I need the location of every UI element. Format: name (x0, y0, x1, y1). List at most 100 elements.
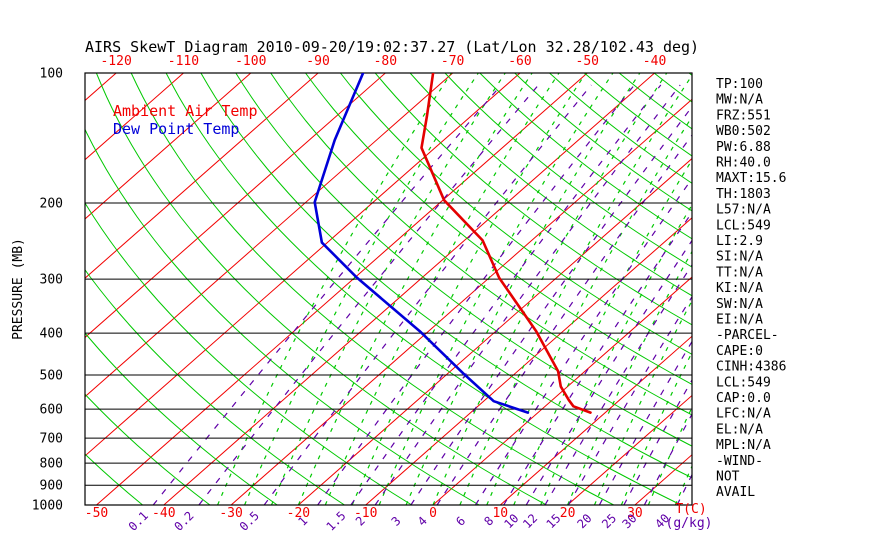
mixing-ratio-line (263, 84, 592, 505)
bottom-axis-tick-label: 0 (429, 506, 437, 521)
mixing-ratio-lines-group (152, 84, 692, 505)
pressure-tick-label: 100 (40, 67, 63, 82)
mixing-ratio-tick-label: 1.5 (323, 509, 348, 534)
stats-line: LCL:549 (716, 218, 771, 233)
mixing-ratio-tick-label: 25 (599, 511, 619, 531)
stats-line: LFC:N/A (716, 407, 771, 422)
mixing-ratio-line (567, 295, 692, 505)
isotherm-line (567, 394, 692, 505)
mixing-ratio-line (436, 134, 692, 505)
dry-adiabat-line (305, 73, 692, 385)
dry-adiabat-line (130, 73, 614, 505)
stats-line: TT:N/A (716, 265, 763, 280)
dry-adiabat-line (85, 128, 480, 505)
stats-line: MAXT:15.6 (716, 171, 786, 186)
dry-adiabat-line (95, 73, 547, 505)
moist-adiabat-line (324, 73, 560, 505)
stats-line: RH:40.0 (716, 156, 771, 171)
stats-line: L57:N/A (716, 203, 771, 218)
dry-adiabat-line (584, 73, 692, 157)
bottom-axis-tick-label: -40 (152, 506, 175, 521)
bottom-axis-tick-label: -20 (287, 506, 310, 521)
dry-adiabat-line (200, 73, 692, 479)
pressure-tick-labels: 100 200 300 400 500 600 700 800 900 1000 (32, 67, 63, 514)
dry-adiabat-line (409, 73, 692, 297)
ambient-temp-curve (420, 73, 592, 414)
pressure-tick-label: 500 (40, 368, 63, 383)
isotherm-line (85, 73, 184, 161)
pressure-axis-caption: PRESSURE (MB) (11, 238, 26, 340)
pressure-tick-label: 900 (40, 479, 63, 494)
stats-line: EI:N/A (716, 313, 763, 328)
stats-line: LI:2.9 (716, 234, 763, 249)
mixing-ratio-line (152, 84, 502, 505)
bottom-axis-tick-label: -30 (219, 506, 242, 521)
dry-adiabat-line (514, 73, 692, 212)
mixing-ratio-line (544, 263, 692, 505)
pressure-tick-label: 300 (40, 273, 63, 288)
stats-line: TH:1803 (716, 187, 771, 202)
stats-line: WB0:502 (716, 124, 771, 139)
mixing-ratio-tick-label: 12 (520, 511, 540, 531)
mixing-ratio-tick-label: 3 (389, 514, 404, 529)
bottom-axis-tick-label: 20 (560, 506, 576, 521)
isotherm-line (163, 73, 655, 505)
stats-line: MPL:N/A (716, 438, 771, 453)
mixing-ratio-tick-label: 20 (574, 511, 594, 531)
moist-adiabat-line (810, 73, 870, 505)
dry-adiabat-line (479, 73, 692, 240)
mixing-ratio-tick-label: 4 (415, 514, 430, 529)
isotherm-line (85, 73, 319, 279)
pressure-tick-label: 700 (40, 432, 63, 447)
mixing-ratio-line (374, 84, 681, 505)
mixing-ratio-line (410, 105, 692, 505)
moist-adiabat-line (593, 299, 692, 505)
dry-adiabat-lines-group (85, 73, 870, 505)
top-axis-tick-label: -120 (100, 54, 131, 69)
pressure-tick-label: 400 (40, 327, 63, 342)
isotherm-line (499, 335, 692, 505)
mixing-ratio-line (198, 84, 539, 505)
dry-adiabat-line (85, 393, 211, 505)
isotherm-line (85, 73, 454, 398)
bottom-axis-tick-label: -50 (85, 506, 108, 521)
stats-line: CAPE:0 (716, 344, 763, 359)
bottom-axis-tick-label: -10 (354, 506, 377, 521)
chart-title: AIRS SkewT Diagram 2010-09-20/19:02:37.2… (85, 38, 699, 56)
moist-adiabat-line (244, 73, 479, 505)
stats-line: AVAIL (716, 485, 755, 500)
stats-line: LCL:549 (716, 375, 771, 390)
dry-adiabat-line (165, 73, 682, 505)
top-axis-tick-label: -40 (643, 54, 666, 69)
isotherm-line (85, 73, 521, 457)
isotherm-line (85, 73, 252, 220)
moist-adiabat-line (378, 73, 614, 505)
bottom-axis-tick-label: 30 (627, 506, 643, 521)
dry-adiabat-line (85, 202, 413, 505)
mixing-ratio-tick-label: 6 (453, 514, 468, 529)
mixing-ratio-line (350, 84, 662, 505)
dry-adiabat-line (759, 73, 870, 505)
dry-adiabat-line (270, 73, 692, 416)
mixing-ratio-axis-caption: (g/kg) (666, 516, 713, 531)
isotherm-line (770, 73, 870, 505)
pressure-tick-label: 800 (40, 457, 63, 472)
dry-adiabat-line (235, 73, 692, 447)
dry-adiabat-line (444, 73, 692, 268)
dry-adiabat-line (340, 73, 692, 355)
dry-adiabat-line (85, 268, 345, 505)
top-axis-tick-label: -100 (235, 54, 266, 69)
stats-line: EL:N/A (716, 422, 763, 437)
top-axis-tick-label: -50 (576, 54, 599, 69)
stats-line: -PARCEL- (716, 328, 779, 343)
moist-adiabat-line (837, 73, 870, 505)
dry-adiabat-line (374, 73, 692, 326)
moist-adiabat-line (756, 73, 870, 505)
mixing-ratio-tick-label: 0.1 (126, 509, 151, 534)
top-axis-tick-label: -90 (306, 54, 329, 69)
pressure-tick-label: 600 (40, 403, 63, 418)
pressure-tick-label: 200 (40, 197, 63, 212)
top-axis-tick-label: -70 (441, 54, 464, 69)
stats-line: SW:N/A (716, 297, 763, 312)
